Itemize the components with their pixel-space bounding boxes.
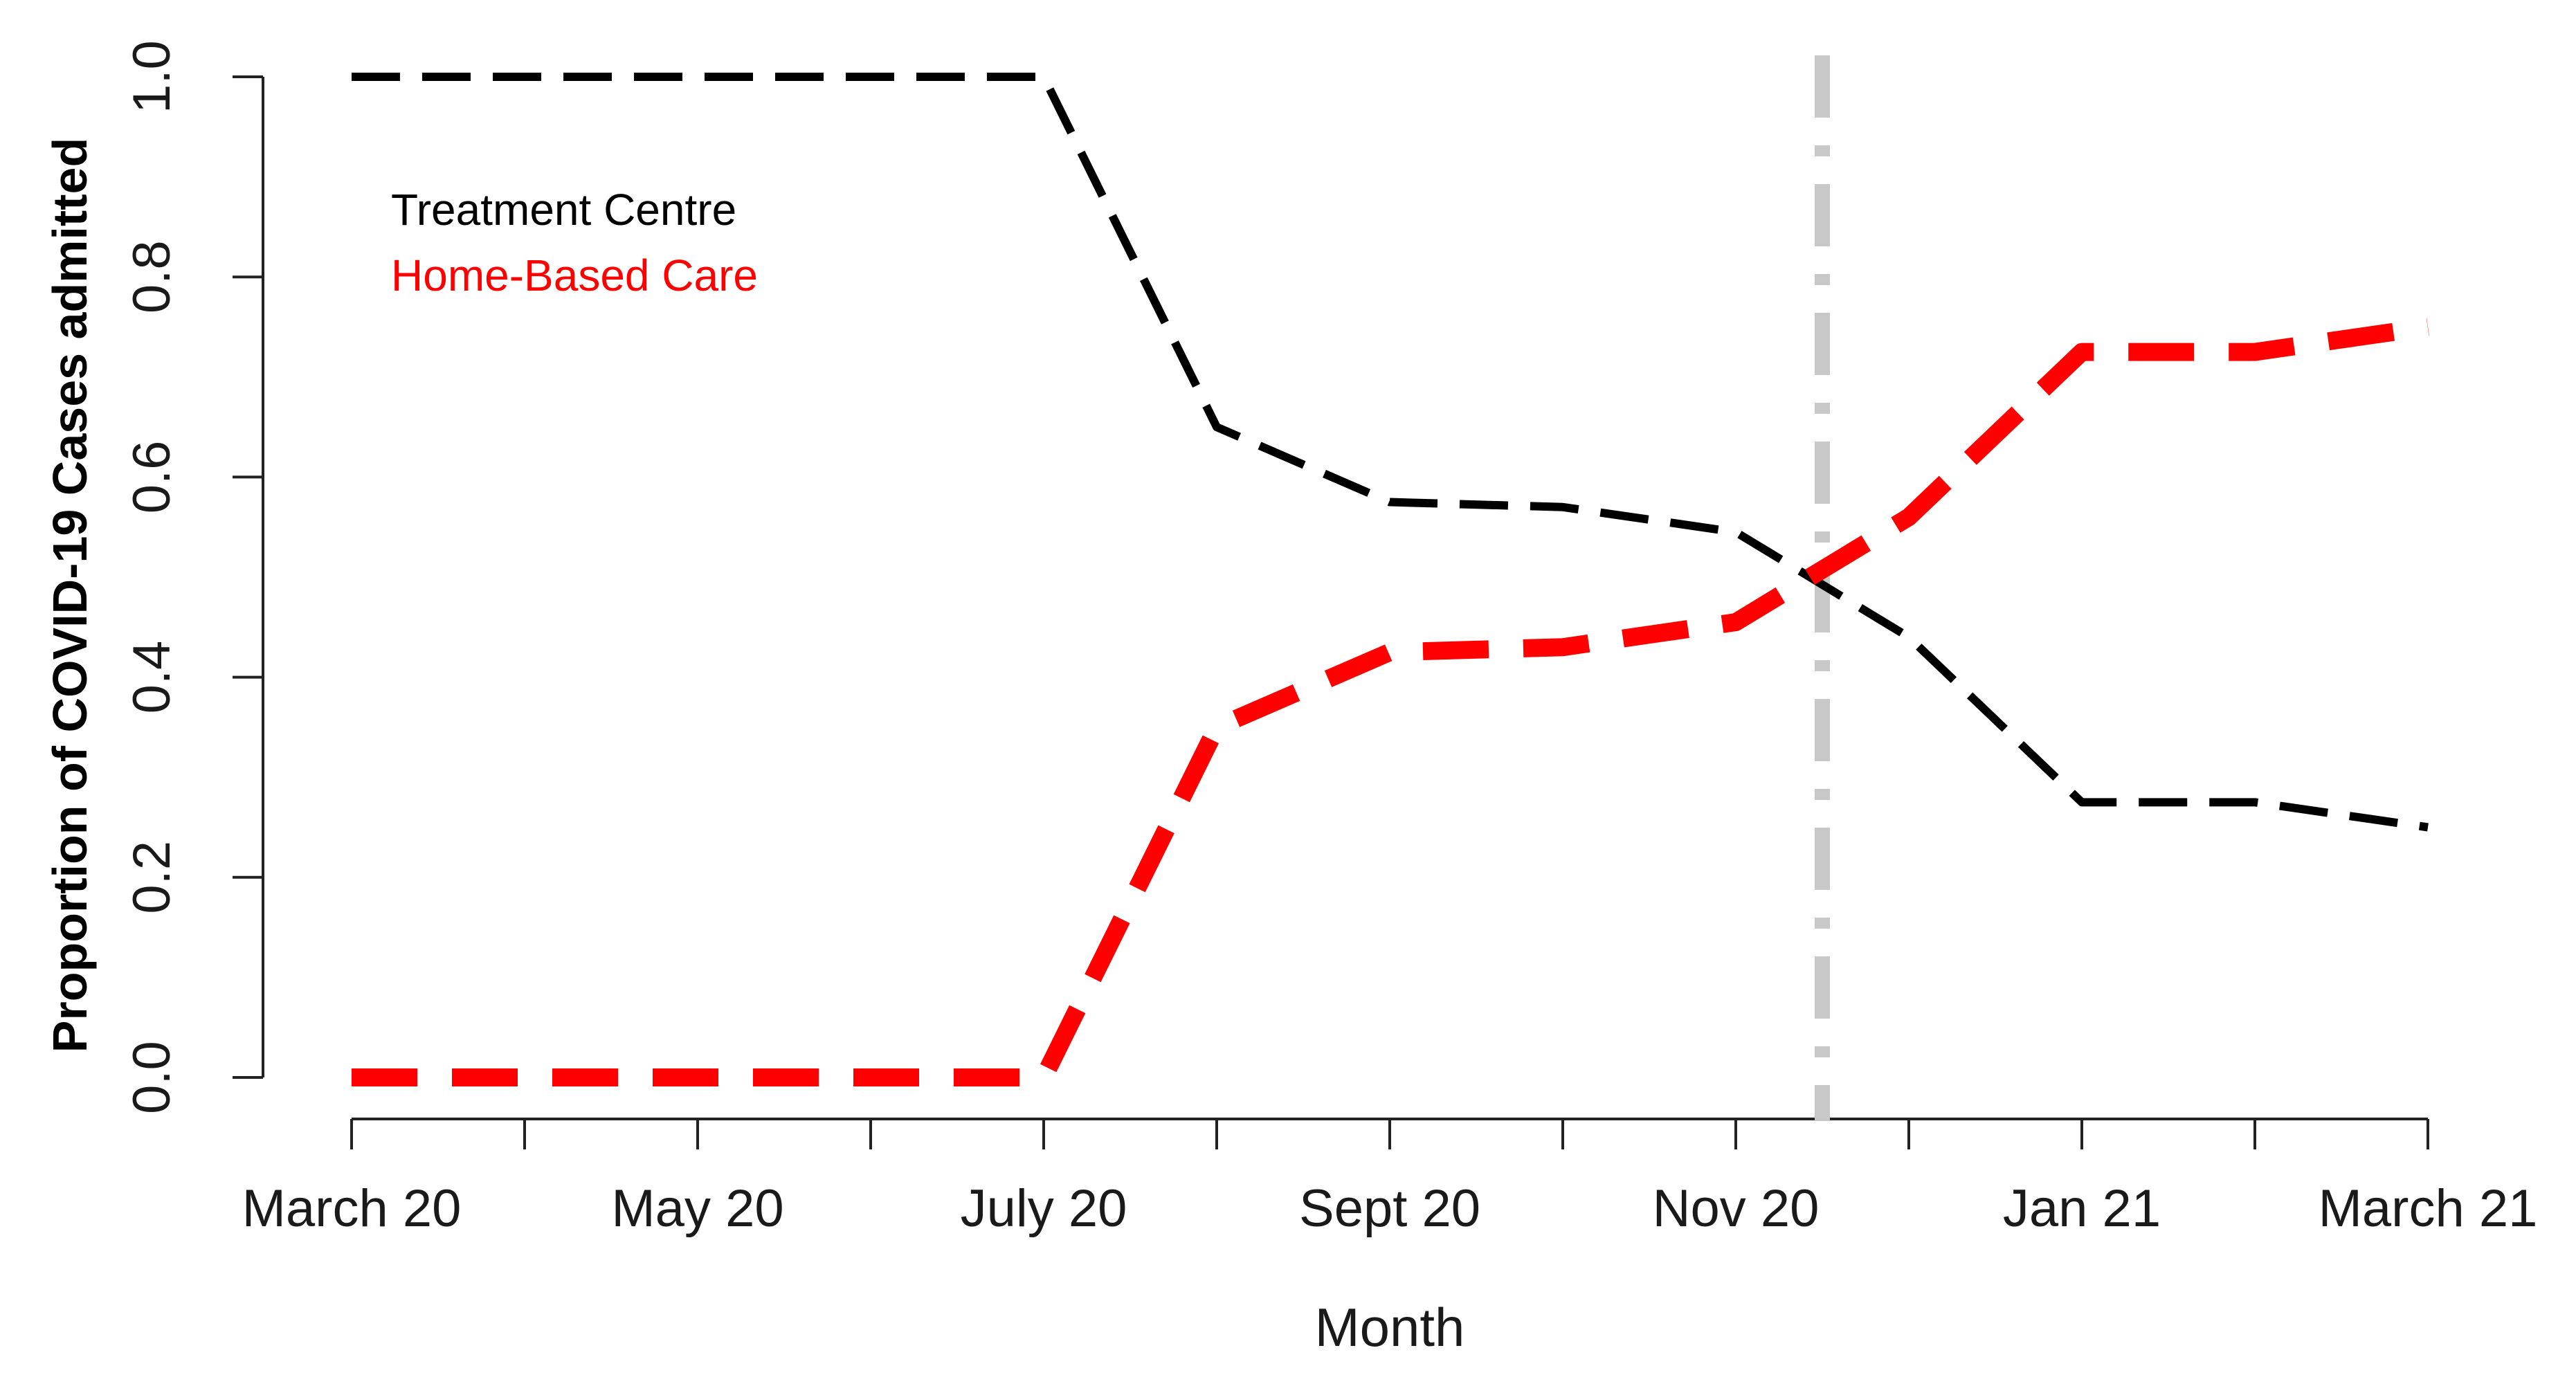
legend: Treatment Centre Home-Based Care <box>391 185 758 300</box>
y-tick-label: 1.0 <box>123 40 181 113</box>
y-tick-label: 0.6 <box>123 441 181 514</box>
x-tick-label: Nov 20 <box>1653 1179 1820 1238</box>
y-tick-label: 0.4 <box>123 641 181 714</box>
x-axis: March 20 May 20 July 20 Sept 20 Nov 20 Jan 21… <box>242 1118 2538 1238</box>
series-line-home-based-care <box>352 318 2429 1086</box>
x-tick-label: Jan 21 <box>2003 1179 2161 1238</box>
y-axis-title: Proportion of COVID-19 Cases admitted <box>43 138 97 1053</box>
x-tick-label: Sept 20 <box>1299 1179 1480 1238</box>
y-tick-label: 0.0 <box>123 1041 181 1114</box>
series-line-treatment-centre <box>352 73 2429 832</box>
x-tick-label: March 21 <box>2319 1179 2538 1238</box>
x-tick-label: March 20 <box>242 1179 462 1238</box>
x-tick-label: July 20 <box>961 1179 1127 1238</box>
y-tick-label: 0.8 <box>123 240 181 313</box>
series-group <box>352 73 2429 1086</box>
x-tick-label: May 20 <box>611 1179 783 1238</box>
y-tick-label: 0.2 <box>123 841 181 914</box>
legend-entry-home-based-care: Home-Based Care <box>391 251 758 300</box>
legend-entry-treatment-centre: Treatment Centre <box>391 185 736 235</box>
x-axis-title: Month <box>1315 1297 1465 1358</box>
y-axis: 0.0 0.2 0.4 0.6 0.8 1.0 <box>123 40 264 1114</box>
